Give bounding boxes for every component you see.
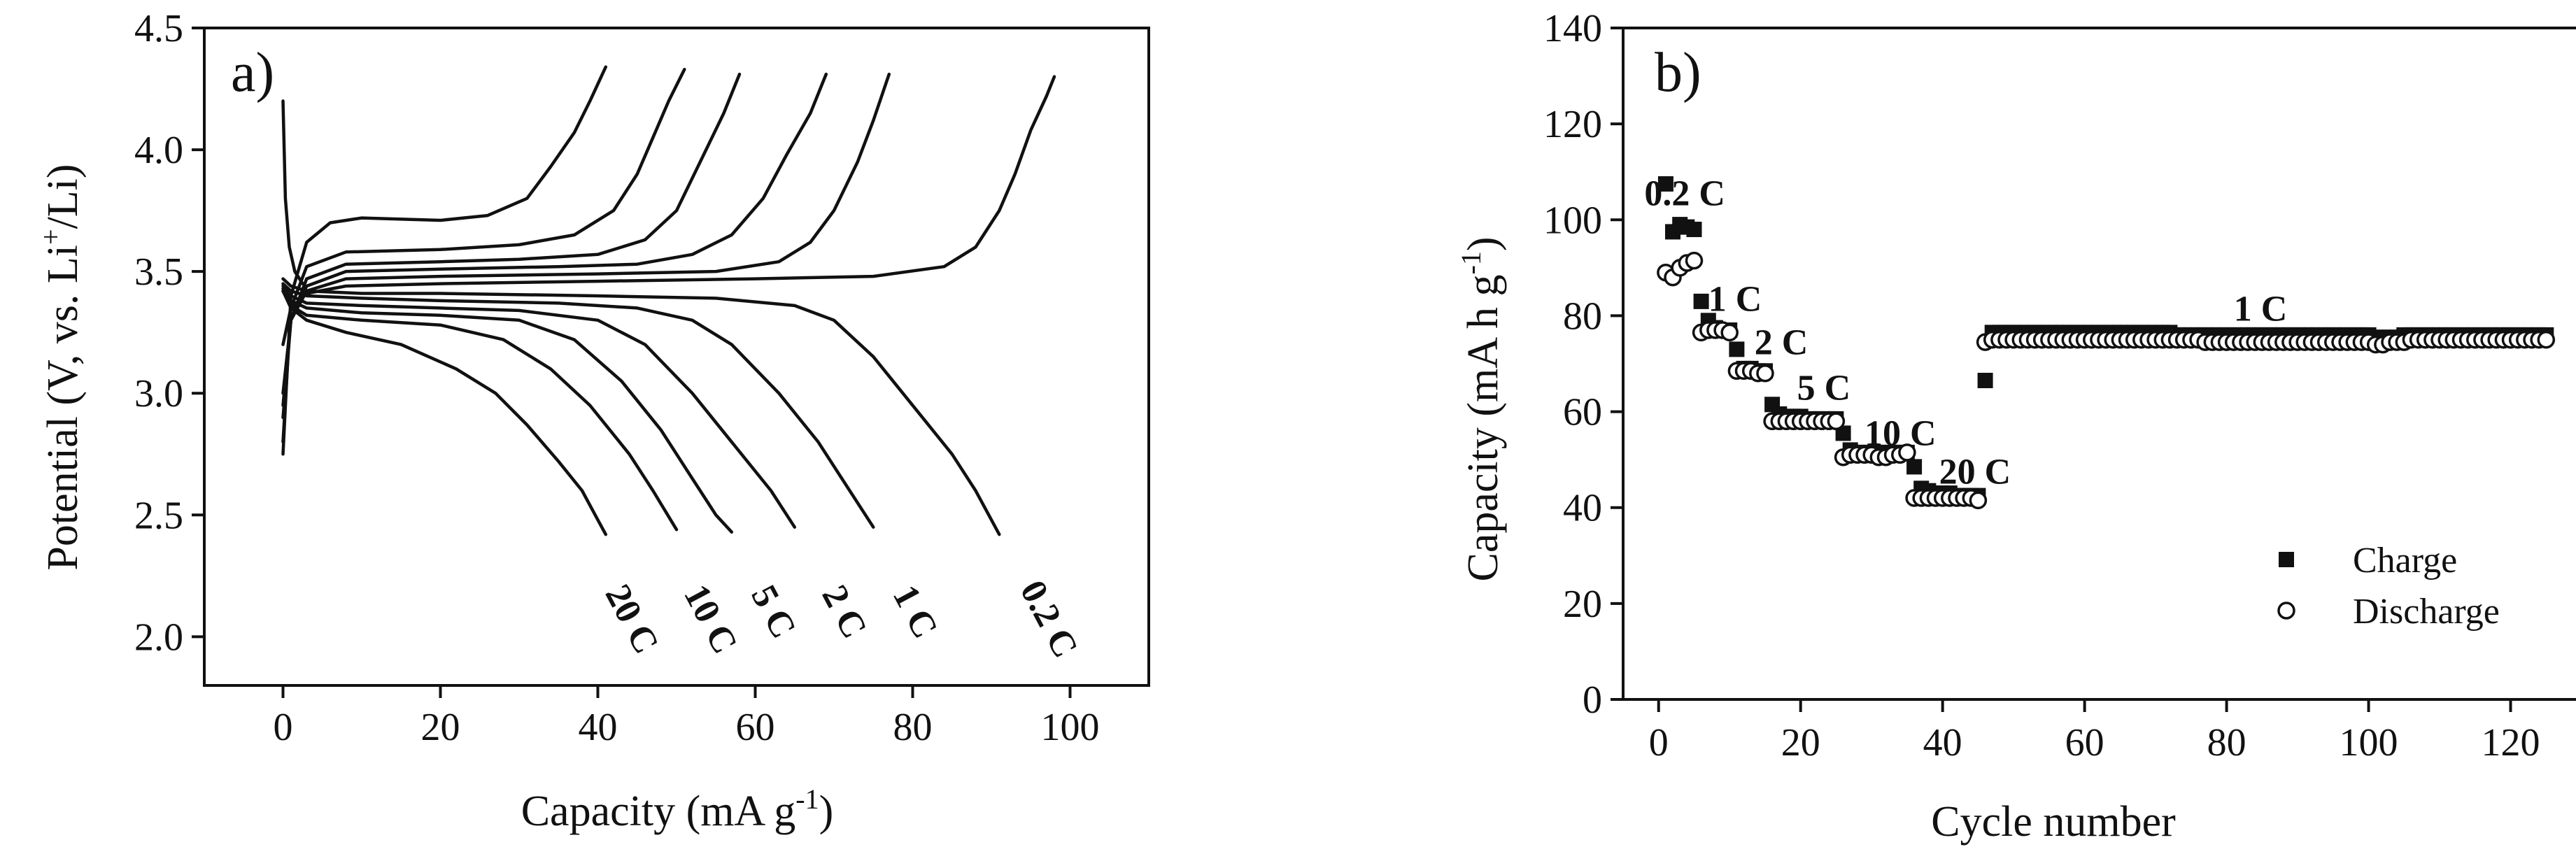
charge-curve-0-2-c bbox=[281, 75, 1056, 346]
legend-discharge-marker bbox=[2277, 602, 2295, 620]
b-x-tick-label: 40 bbox=[1923, 721, 1962, 764]
discharge-curve-1-c bbox=[281, 282, 875, 529]
a-x-tick-label: 80 bbox=[893, 706, 933, 749]
discharge-point bbox=[1720, 323, 1739, 342]
cycle-rate-annotation-10-c: 10 C bbox=[1864, 414, 1937, 454]
charge-point bbox=[1977, 373, 1993, 388]
panel-a-curves bbox=[281, 65, 1056, 536]
cycle-rate-annotation-20-c: 20 C bbox=[1939, 452, 2011, 492]
a-y-tick-label: 4.0 bbox=[134, 129, 183, 172]
charge-point bbox=[1906, 459, 1923, 475]
rate-label-10-c: 10 C bbox=[676, 578, 744, 660]
discharge-point bbox=[2537, 330, 2556, 349]
panel-a-voltage-profile-chart: a) Potential (V, vs. Li+/Li) Capacity (m… bbox=[35, 7, 1150, 835]
a-x-tick-label: 20 bbox=[421, 706, 460, 749]
discharge-point bbox=[1756, 364, 1774, 383]
a-y-tick-label: 2.5 bbox=[134, 494, 183, 537]
panel-a-plot-frame bbox=[203, 27, 1150, 687]
panel-b-rate-capability-chart: b) Capacity (mA h g-1) Cycle number 0 20 4… bbox=[1455, 7, 2576, 846]
b-y-tick-label: 120 bbox=[1543, 103, 1602, 146]
charge-curve-2-c bbox=[281, 72, 828, 407]
b-y-tick-label: 0 bbox=[1583, 678, 1602, 722]
charge-curve-10-c bbox=[281, 67, 686, 444]
b-y-tick-label: 60 bbox=[1563, 391, 1602, 434]
initial-relaxation-curve bbox=[281, 99, 304, 285]
rate-label-0-2-c: 0.2 C bbox=[1012, 574, 1086, 664]
b-x-tick-label: 20 bbox=[1781, 721, 1820, 764]
panel-b-plot-frame bbox=[1622, 27, 2576, 701]
charge-point bbox=[1729, 341, 1745, 357]
panel-a-y-axis-title: Potential (V, vs. Li+/Li) bbox=[35, 164, 87, 570]
discharge-curve-0-2-c bbox=[281, 277, 1001, 536]
discharge-curve-2-c bbox=[281, 284, 797, 529]
charge-curve-1-c bbox=[281, 72, 891, 395]
panel-a-label: a) bbox=[231, 42, 274, 104]
a-x-tick-label: 100 bbox=[1041, 706, 1100, 749]
a-x-tick-label: 0 bbox=[274, 706, 293, 749]
b-y-tick-label: 20 bbox=[1563, 583, 1602, 626]
b-x-tick-label: 120 bbox=[2482, 721, 2540, 764]
a-x-tick-label: 60 bbox=[736, 706, 775, 749]
discharge-curve-10-c bbox=[281, 289, 679, 532]
cycle-rate-annotation-5-c: 5 C bbox=[1797, 368, 1851, 408]
panel-b-ticks: 0 20 40 60 80 100 120 0 20 40 60 80 100 120 140 bbox=[1543, 7, 2540, 764]
cycle-rate-annotation-0-2-c: 0.2 C bbox=[1644, 174, 1725, 214]
panel-a-x-axis-title: Capacity (mA g-1) bbox=[521, 783, 834, 835]
discharge-curve-5-c bbox=[281, 287, 734, 534]
rate-label-2-c: 2 C bbox=[814, 579, 874, 645]
charge-point bbox=[1693, 293, 1709, 309]
panel-b-x-axis-title: Cycle number bbox=[1931, 798, 2176, 846]
a-y-tick-label: 2.0 bbox=[134, 615, 183, 659]
cycle-rate-annotation-2-c: 2 C bbox=[1755, 322, 1809, 362]
cycle-rate-annotation-1-c: 1 C bbox=[1708, 280, 1762, 320]
cycle-rate-annotation-1-c: 1 C bbox=[2234, 289, 2288, 329]
legend-charge-marker bbox=[2279, 552, 2294, 567]
a-x-tick-label: 40 bbox=[579, 706, 618, 749]
panel-b-rate-annotations: 0.2 C1 C2 C5 C10 C20 C1 C bbox=[1644, 174, 2287, 492]
discharge-point bbox=[1827, 412, 1846, 431]
b-x-tick-label: 0 bbox=[1649, 721, 1669, 764]
legend-charge-label: Charge bbox=[2353, 541, 2457, 581]
panel-b-legend: Charge Discharge bbox=[2277, 541, 2500, 632]
panel-b-y-axis-title: Capacity (mA h g-1) bbox=[1455, 236, 1507, 581]
discharge-point bbox=[1685, 251, 1704, 270]
charge-curve-20-c bbox=[281, 65, 608, 456]
discharge-point bbox=[1898, 443, 1916, 462]
rate-label-20-c: 20 C bbox=[597, 578, 666, 660]
b-x-tick-label: 100 bbox=[2340, 721, 2398, 764]
panel-b-data-points bbox=[1657, 176, 2556, 510]
rate-label-5-c: 5 C bbox=[743, 579, 803, 645]
b-y-tick-label: 100 bbox=[1543, 199, 1602, 242]
panel-a-ticks: 0 20 40 60 80 100 2.0 2.5 3.0 3.5 4.0 4.5 bbox=[134, 7, 1100, 749]
a-y-tick-label: 3.0 bbox=[134, 372, 183, 415]
legend-discharge-label: Discharge bbox=[2353, 592, 2500, 632]
discharge-point bbox=[1969, 491, 1988, 510]
discharge-curve-20-c bbox=[281, 289, 608, 536]
a-y-tick-label: 3.5 bbox=[134, 250, 183, 294]
charge-point bbox=[1657, 176, 1673, 192]
panel-b-label: b) bbox=[1655, 42, 1701, 104]
charge-point bbox=[1686, 222, 1702, 237]
b-y-tick-label: 40 bbox=[1563, 487, 1602, 530]
b-y-tick-label: 80 bbox=[1563, 294, 1602, 338]
charge-curve-5-c bbox=[281, 72, 742, 420]
b-x-tick-label: 60 bbox=[2065, 721, 2104, 764]
a-y-tick-label: 4.5 bbox=[134, 7, 183, 50]
rate-label-1-c: 1 C bbox=[885, 579, 945, 645]
b-y-tick-label: 140 bbox=[1543, 7, 1602, 50]
b-x-tick-label: 80 bbox=[2207, 721, 2246, 764]
